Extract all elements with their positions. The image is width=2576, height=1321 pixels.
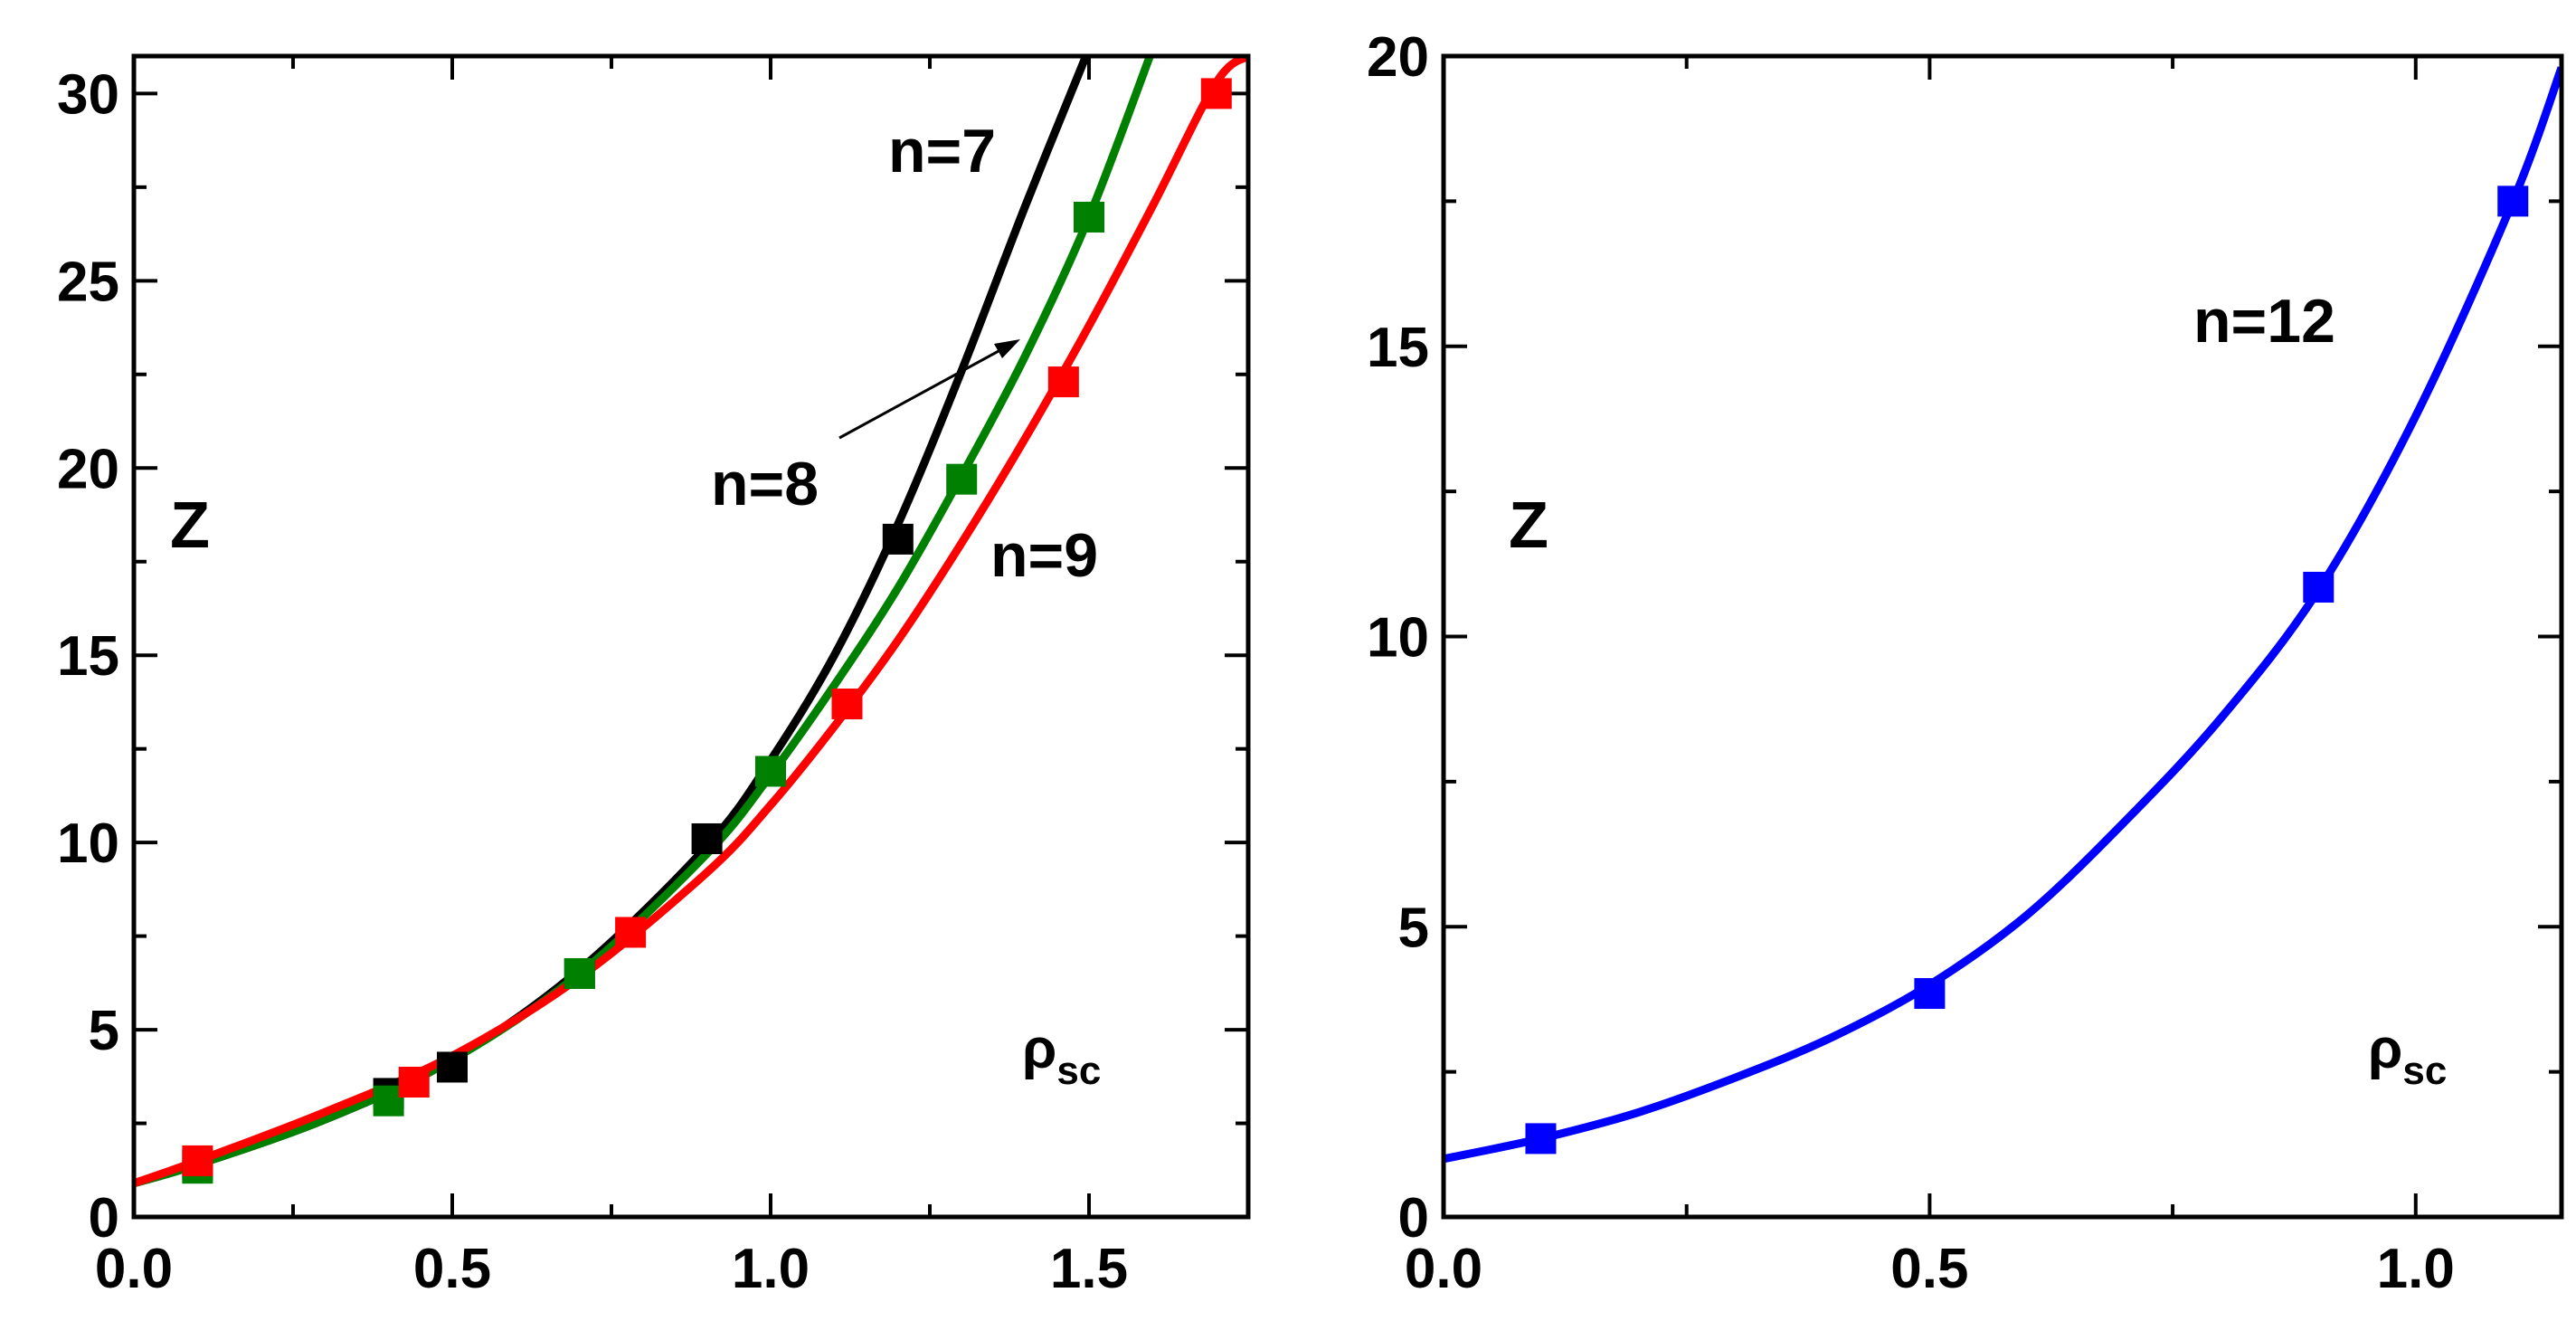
right-x-axis-label: ρsc [2368,1018,2447,1093]
right-chart-panel: 0.0 0.5 1.0 0 5 10 15 20 [1367,26,2564,1300]
annotation-n7: n=7 [888,117,996,185]
annotation-n8-arrowhead [994,339,1020,358]
series-n9-point [1200,78,1232,109]
series-n12-point [1914,978,1946,1010]
left-y-tick-label: 20 [57,438,119,500]
series-n9-point [831,688,863,719]
right-y-tick-label: 20 [1367,26,1429,89]
series-n7-point [882,523,914,555]
left-x-tick-label: 0.0 [95,1238,173,1300]
right-plot-frame [1441,53,2564,1220]
right-x-axis-label-sub: sc [2402,1049,2447,1093]
left-x-tick-label: 1.5 [1050,1238,1128,1300]
series-n9-point [1047,366,1079,398]
left-x-axis-label-sub: sc [1056,1049,1101,1093]
series-n12-point [2303,571,2334,603]
right-y-tick-label: 5 [1398,897,1429,959]
left-y-tick-label: 30 [57,63,119,126]
left-x-axis-label-rho: ρ [1022,1018,1056,1080]
annotation-n12: n=12 [2193,287,2335,356]
left-chart-panel: 0.0 0.5 1.0 1.5 0 5 10 15 20 25 30 [57,53,1251,1300]
left-y-tick-label: 25 [57,251,119,313]
series-n8-point [1074,201,1104,233]
right-x-tick-label: 0.5 [1890,1238,1968,1300]
series-n9-point [182,1145,213,1176]
series-n9-point [615,917,647,948]
series-n7-point [691,822,723,854]
annotation-n8: n=8 [711,450,819,518]
left-y-tick-label: 10 [57,813,119,875]
right-y-tick-label: 15 [1367,317,1429,379]
right-x-axis-label-rho: ρ [2368,1018,2402,1080]
left-x-tick-label: 0.5 [413,1238,491,1300]
left-y-axis-label: Z [170,489,210,562]
right-y-tick-label: 0 [1398,1187,1429,1250]
series-n8-point [946,463,978,495]
left-x-tick-label: 1.0 [732,1238,810,1300]
annotation-n8-arrow-line [838,344,1009,440]
right-y-axis-label: Z [1509,489,1548,562]
series-n12-point [2497,185,2529,217]
right-x-tick-label: 1.0 [2377,1238,2455,1300]
left-plot-frame [131,53,1251,1220]
left-x-axis-label: ρsc [1022,1018,1101,1093]
left-y-tick-label: 15 [57,625,119,688]
series-n12-line [1444,66,2562,1164]
annotation-n9: n=9 [990,521,1098,590]
right-x-tick-label: 0.0 [1405,1238,1482,1300]
series-n8-point [755,756,786,787]
left-y-tick-label: 0 [89,1187,119,1250]
series-n7-point [437,1051,468,1083]
right-y-tick-label: 10 [1367,607,1429,670]
series-n9-point [398,1067,430,1098]
series-n8-point [564,957,595,989]
series-n8-line [134,56,1155,1188]
series-n12-point [1525,1123,1557,1155]
series-n7-line [134,56,1091,1188]
left-y-tick-label: 5 [89,1000,119,1062]
